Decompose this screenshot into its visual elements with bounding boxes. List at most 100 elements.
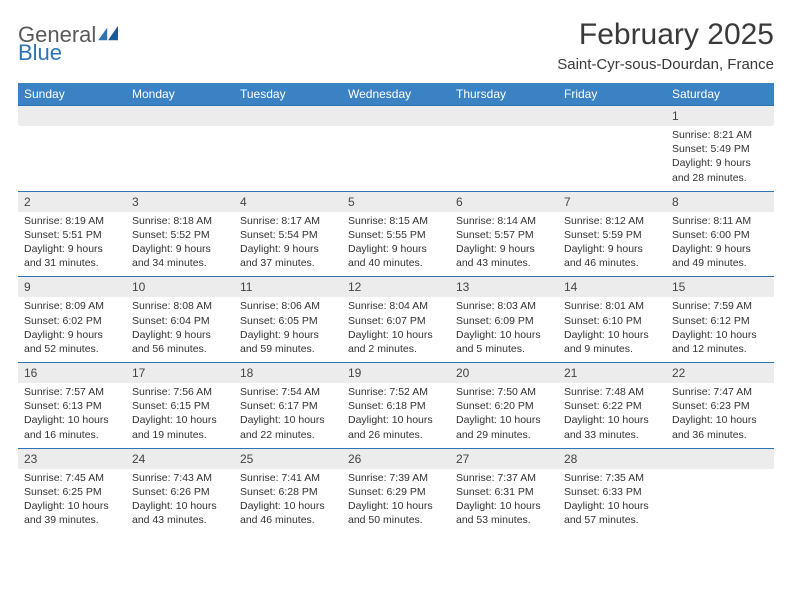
sunset-line: Sunset: 6:33 PM [564, 485, 660, 499]
day-content: Sunrise: 8:21 AMSunset: 5:49 PMDaylight:… [666, 126, 774, 191]
day-header: Wednesday [342, 83, 450, 106]
daylight-line: Daylight: 9 hours and 37 minutes. [240, 242, 336, 270]
sunrise-line: Sunrise: 7:39 AM [348, 471, 444, 485]
calendar-week-row: 9Sunrise: 8:09 AMSunset: 6:02 PMDaylight… [18, 277, 774, 363]
daylight-line: Daylight: 10 hours and 16 minutes. [24, 413, 120, 441]
sunset-line: Sunset: 5:57 PM [456, 228, 552, 242]
day-number: 1 [666, 106, 774, 126]
day-header: Monday [126, 83, 234, 106]
calendar-cell [558, 106, 666, 192]
calendar-cell: 4Sunrise: 8:17 AMSunset: 5:54 PMDaylight… [234, 191, 342, 277]
daylight-line: Daylight: 10 hours and 46 minutes. [240, 499, 336, 527]
calendar-cell: 15Sunrise: 7:59 AMSunset: 6:12 PMDayligh… [666, 277, 774, 363]
day-number: 2 [18, 192, 126, 212]
sunset-line: Sunset: 6:18 PM [348, 399, 444, 413]
day-content: Sunrise: 7:43 AMSunset: 6:26 PMDaylight:… [126, 469, 234, 534]
day-number: 22 [666, 363, 774, 383]
day-number: 12 [342, 277, 450, 297]
day-content: Sunrise: 8:12 AMSunset: 5:59 PMDaylight:… [558, 212, 666, 277]
day-content: Sunrise: 8:17 AMSunset: 5:54 PMDaylight:… [234, 212, 342, 277]
sunrise-line: Sunrise: 7:52 AM [348, 385, 444, 399]
daylight-line: Daylight: 9 hours and 46 minutes. [564, 242, 660, 270]
logo-word2: Blue [18, 40, 62, 65]
sunrise-line: Sunrise: 7:57 AM [24, 385, 120, 399]
daylight-line: Daylight: 10 hours and 29 minutes. [456, 413, 552, 441]
sunrise-line: Sunrise: 7:48 AM [564, 385, 660, 399]
daylight-line: Daylight: 9 hours and 49 minutes. [672, 242, 768, 270]
logo: General Blue [18, 18, 120, 64]
day-header: Sunday [18, 83, 126, 106]
calendar-cell [234, 106, 342, 192]
calendar-cell: 18Sunrise: 7:54 AMSunset: 6:17 PMDayligh… [234, 363, 342, 449]
sunrise-line: Sunrise: 7:45 AM [24, 471, 120, 485]
day-content: Sunrise: 8:15 AMSunset: 5:55 PMDaylight:… [342, 212, 450, 277]
day-number: 16 [18, 363, 126, 383]
sunset-line: Sunset: 5:52 PM [132, 228, 228, 242]
day-number: 26 [342, 449, 450, 469]
day-number: 23 [18, 449, 126, 469]
calendar-cell: 14Sunrise: 8:01 AMSunset: 6:10 PMDayligh… [558, 277, 666, 363]
day-number: 21 [558, 363, 666, 383]
sunset-line: Sunset: 6:29 PM [348, 485, 444, 499]
sunrise-line: Sunrise: 8:17 AM [240, 214, 336, 228]
day-number: 11 [234, 277, 342, 297]
sunset-line: Sunset: 6:00 PM [672, 228, 768, 242]
day-header: Friday [558, 83, 666, 106]
sunrise-line: Sunrise: 8:11 AM [672, 214, 768, 228]
day-content: Sunrise: 7:59 AMSunset: 6:12 PMDaylight:… [666, 297, 774, 362]
sunset-line: Sunset: 6:28 PM [240, 485, 336, 499]
day-content: Sunrise: 7:57 AMSunset: 6:13 PMDaylight:… [18, 383, 126, 448]
calendar-cell: 20Sunrise: 7:50 AMSunset: 6:20 PMDayligh… [450, 363, 558, 449]
daylight-line: Daylight: 9 hours and 34 minutes. [132, 242, 228, 270]
day-content: Sunrise: 7:45 AMSunset: 6:25 PMDaylight:… [18, 469, 126, 534]
calendar-table: Sunday Monday Tuesday Wednesday Thursday… [18, 83, 774, 533]
day-number: 13 [450, 277, 558, 297]
sunset-line: Sunset: 6:13 PM [24, 399, 120, 413]
day-number: 14 [558, 277, 666, 297]
sunrise-line: Sunrise: 8:06 AM [240, 299, 336, 313]
sunset-line: Sunset: 6:04 PM [132, 314, 228, 328]
daylight-line: Daylight: 9 hours and 52 minutes. [24, 328, 120, 356]
empty-day [126, 106, 234, 126]
day-header: Saturday [666, 83, 774, 106]
sunset-line: Sunset: 6:31 PM [456, 485, 552, 499]
calendar-cell [666, 448, 774, 533]
sunset-line: Sunset: 5:55 PM [348, 228, 444, 242]
day-content: Sunrise: 8:18 AMSunset: 5:52 PMDaylight:… [126, 212, 234, 277]
day-number: 6 [450, 192, 558, 212]
empty-day [558, 106, 666, 126]
day-content: Sunrise: 7:52 AMSunset: 6:18 PMDaylight:… [342, 383, 450, 448]
calendar-cell: 8 Sunrise: 8:11 AMSunset: 6:00 PMDaylight… [666, 191, 774, 277]
day-number: 28 [558, 449, 666, 469]
daylight-line: Daylight: 9 hours and 43 minutes. [456, 242, 552, 270]
day-content: Sunrise: 8:04 AMSunset: 6:07 PMDaylight:… [342, 297, 450, 362]
daylight-line: Daylight: 10 hours and 33 minutes. [564, 413, 660, 441]
day-content: Sunrise: 8:06 AMSunset: 6:05 PMDaylight:… [234, 297, 342, 362]
day-header: Tuesday [234, 83, 342, 106]
day-number: 10 [126, 277, 234, 297]
calendar-cell: 23Sunrise: 7:45 AMSunset: 6:25 PMDayligh… [18, 448, 126, 533]
sunset-line: Sunset: 5:59 PM [564, 228, 660, 242]
daylight-line: Daylight: 10 hours and 26 minutes. [348, 413, 444, 441]
day-number: 17 [126, 363, 234, 383]
sunrise-line: Sunrise: 8:12 AM [564, 214, 660, 228]
daylight-line: Daylight: 9 hours and 59 minutes. [240, 328, 336, 356]
day-content: Sunrise: 7:56 AMSunset: 6:15 PMDaylight:… [126, 383, 234, 448]
sunrise-line: Sunrise: 8:15 AM [348, 214, 444, 228]
sunset-line: Sunset: 6:23 PM [672, 399, 768, 413]
sunset-line: Sunset: 6:22 PM [564, 399, 660, 413]
sunrise-line: Sunrise: 7:47 AM [672, 385, 768, 399]
day-number: 8 [666, 192, 774, 212]
day-number: 18 [234, 363, 342, 383]
daylight-line: Daylight: 10 hours and 57 minutes. [564, 499, 660, 527]
sunset-line: Sunset: 5:49 PM [672, 142, 768, 156]
calendar-cell: 1Sunrise: 8:21 AMSunset: 5:49 PMDaylight… [666, 106, 774, 192]
sunset-line: Sunset: 6:25 PM [24, 485, 120, 499]
day-number: 19 [342, 363, 450, 383]
sunset-line: Sunset: 6:07 PM [348, 314, 444, 328]
day-content: Sunrise: 7:37 AMSunset: 6:31 PMDaylight:… [450, 469, 558, 534]
calendar-cell: 10Sunrise: 8:08 AMSunset: 6:04 PMDayligh… [126, 277, 234, 363]
calendar-cell: 7Sunrise: 8:12 AMSunset: 5:59 PMDaylight… [558, 191, 666, 277]
calendar-cell: 24Sunrise: 7:43 AMSunset: 6:26 PMDayligh… [126, 448, 234, 533]
day-number: 24 [126, 449, 234, 469]
